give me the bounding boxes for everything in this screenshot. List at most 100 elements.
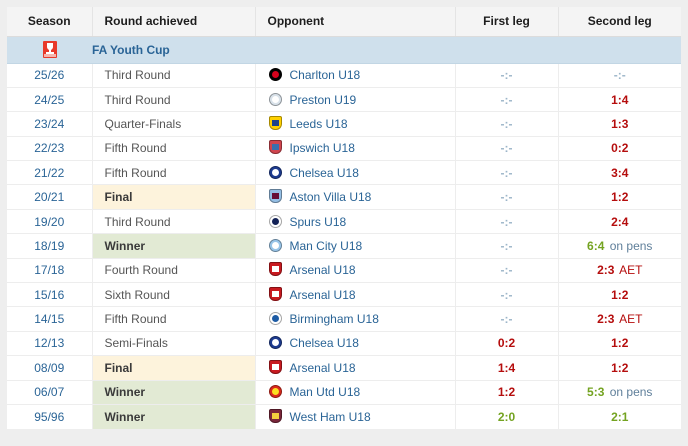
cell-round-achieved: Fifth Round [92,306,256,332]
table-row[interactable]: 22/23 Fifth Round Ipswich U18 -:- 0:2 [7,136,681,162]
opponent-link[interactable]: Man City U18 [289,238,363,253]
cell-season[interactable]: 12/13 [7,331,93,357]
cell-round-achieved: Final [92,355,256,381]
cell-season[interactable]: 17/18 [7,258,93,284]
cell-first-leg-value: 2:0 [497,409,516,424]
table-row[interactable]: 18/19 Winner Man City U18 -:- 6:4 on pens [7,233,681,259]
mancity-crest [268,238,283,254]
cell-second-leg-suffix: AET [616,263,643,278]
cell-season[interactable]: 18/19 [7,233,93,259]
cell-round-achieved: Sixth Round [92,282,256,308]
competition-name-link[interactable]: FA Youth Cup [92,42,170,57]
cell-first-leg-value: 1:2 [497,385,516,400]
cell-second-leg: 1:4 [558,87,681,113]
opponent-link[interactable]: Chelsea U18 [289,165,359,180]
cell-season[interactable]: 08/09 [7,355,93,381]
table-row[interactable]: 14/15 Fifth Round Birmingham U18 -:- 2:3 AET [7,306,681,332]
table-row[interactable]: 06/07 Winner Man Utd U18 1:2 5:3 on pens [7,380,681,405]
cell-season[interactable]: 25/26 [7,63,93,88]
table-row[interactable]: 17/18 Fourth Round Arsenal U18 -:- 2:3 AET [7,258,681,284]
table-row[interactable]: 08/09 Final Arsenal U18 1:4 1:2 [7,355,681,381]
opponent-link[interactable]: Man Utd U18 [289,385,361,400]
cell-second-leg: 3:4 [558,160,681,186]
cell-first-leg-value: -:- [500,312,513,327]
opponent-link[interactable]: Arsenal U18 [289,287,356,302]
cell-first-leg: 1:2 [455,380,559,405]
competition-icon-cell [7,36,92,64]
cell-first-leg: -:- [455,282,559,308]
opponent-link[interactable]: Spurs U18 [289,214,347,229]
cell-season[interactable]: 15/16 [7,282,93,308]
cell-second-leg: 1:2 [558,355,681,381]
opponent-link[interactable]: Aston Villa U18 [289,190,372,205]
cell-second-leg-value: 1:2 [611,287,629,302]
cell-season[interactable]: 19/20 [7,209,93,235]
cell-second-leg-value: 2:1 [611,409,629,424]
opponent-link[interactable]: Leeds U18 [289,116,348,131]
table-row[interactable]: 19/20 Third Round Spurs U18 -:- 2:4 [7,209,681,235]
spurs-crest [268,214,283,230]
cell-season[interactable]: 24/25 [7,87,93,113]
opponent-link[interactable]: Charlton U18 [289,68,361,83]
cell-second-leg-value: 0:2 [611,141,629,156]
table-row[interactable]: 15/16 Sixth Round Arsenal U18 -:- 1:2 [7,282,681,308]
cell-second-leg: 2:3 AET [558,258,681,284]
cell-second-leg: 1:2 [558,331,681,357]
cell-first-leg: -:- [455,63,559,88]
cell-season[interactable]: 20/21 [7,184,93,210]
cell-season[interactable]: 22/23 [7,136,93,162]
column-header-second-leg[interactable]: Second leg [558,7,681,37]
cell-round-achieved: Winner [92,233,256,259]
table-row[interactable]: 25/26 Third Round Charlton U18 -:- -:- [7,63,681,88]
cell-second-leg: 1:2 [558,282,681,308]
column-header-first-leg[interactable]: First leg [455,7,559,37]
opponent-link[interactable]: Preston U19 [289,92,357,107]
cell-second-leg-value: 6:4 [587,238,605,253]
opponent-link[interactable]: West Ham U18 [289,409,371,424]
table-row[interactable]: 23/24 Quarter-Finals Leeds U18 -:- 1:3 [7,111,681,137]
cell-season[interactable]: 23/24 [7,111,93,137]
competition-row[interactable]: FA Youth Cup [7,36,681,64]
competition-header-body: FA Youth Cup [7,36,681,64]
table-header: Season Round achieved Opponent First leg… [7,7,681,37]
arsenal-crest [268,262,283,278]
cell-second-leg-value: 1:3 [611,116,629,131]
opponent-link[interactable]: Ipswich U18 [289,141,355,156]
cell-season[interactable]: 06/07 [7,380,93,405]
chelsea-crest [268,165,283,181]
cell-opponent: Preston U19 [255,87,456,113]
column-header-season[interactable]: Season [7,7,93,37]
cell-opponent: Arsenal U18 [255,282,456,308]
table-row[interactable]: 24/25 Third Round Preston U19 -:- 1:4 [7,87,681,113]
table-row[interactable]: 12/13 Semi-Finals Chelsea U18 0:2 1:2 [7,331,681,357]
manutd-crest [268,384,283,400]
cell-first-leg-value: -:- [500,165,513,180]
cell-season[interactable]: 21/22 [7,160,93,186]
opponent-link[interactable]: Arsenal U18 [289,360,356,375]
cell-second-leg-value: 1:2 [611,336,629,351]
cell-second-leg-suffix: AET [616,312,643,327]
cell-first-leg: -:- [455,111,559,137]
cell-second-leg-value: 1:2 [611,190,629,205]
opponent-link[interactable]: Birmingham U18 [289,312,379,327]
opponent-link[interactable]: Chelsea U18 [289,336,359,351]
cell-season[interactable]: 95/96 [7,404,93,429]
birmingham-crest [268,311,283,327]
cell-season[interactable]: 14/15 [7,306,93,332]
cell-second-leg-value: 3:4 [611,165,629,180]
opponent-link[interactable]: Arsenal U18 [289,263,356,278]
column-header-round[interactable]: Round achieved [92,7,256,37]
table-row[interactable]: 21/22 Fifth Round Chelsea U18 -:- 3:4 [7,160,681,186]
cell-first-leg-value: -:- [500,287,513,302]
ipswich-crest [268,140,283,156]
cell-opponent: Charlton U18 [255,63,456,88]
cell-opponent: Man City U18 [255,233,456,259]
table-row[interactable]: 95/96 Winner West Ham U18 2:0 2:1 [7,404,681,429]
column-header-opponent[interactable]: Opponent [255,7,456,37]
cell-opponent: Man Utd U18 [255,380,456,405]
cell-first-leg-value: -:- [500,190,513,205]
table-row[interactable]: 20/21 Final Aston Villa U18 -:- 1:2 [7,184,681,210]
cell-opponent: Spurs U18 [255,209,456,235]
cell-second-leg-value: 5:3 [587,385,605,400]
cell-first-leg-value: -:- [500,141,513,156]
